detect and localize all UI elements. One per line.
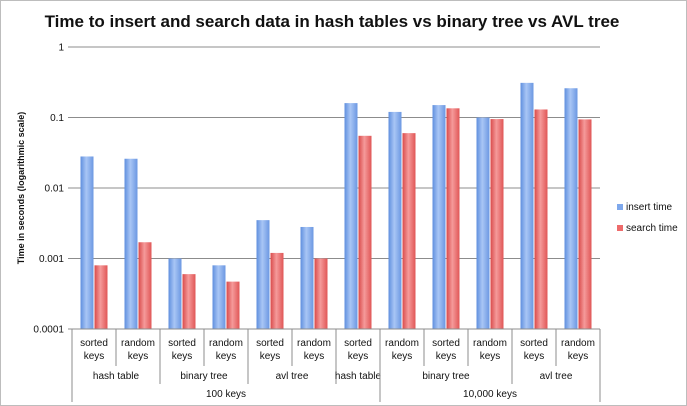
search-time-bar bbox=[402, 133, 416, 329]
category-label: keys bbox=[216, 351, 237, 362]
insert-time-bar bbox=[564, 88, 578, 329]
category-label: sorted bbox=[520, 338, 548, 349]
insert-time-bar bbox=[212, 265, 226, 329]
structure-group-label: binary tree bbox=[422, 371, 470, 382]
category-label: sorted bbox=[432, 338, 460, 349]
category-label: random bbox=[561, 338, 595, 349]
axis-layer: 0.0001 0.001 0.01 0.1 1 sorted keys random keys s… bbox=[33, 43, 601, 402]
category-label: keys bbox=[260, 351, 281, 362]
structure-group-label: binary tree bbox=[180, 371, 228, 382]
chart-title: Time to insert and search data in hash t… bbox=[45, 12, 620, 31]
category-label: keys bbox=[568, 351, 589, 362]
search-time-bar bbox=[182, 274, 196, 329]
y-tick-label: 1 bbox=[58, 43, 64, 54]
y-tick-label: 0.01 bbox=[45, 184, 65, 195]
y-tick-label: 0.001 bbox=[39, 254, 64, 265]
insert-time-bar bbox=[432, 105, 446, 329]
size-group-label: 100 keys bbox=[206, 389, 246, 400]
search-time-bar bbox=[534, 109, 548, 329]
category-label: sorted bbox=[344, 338, 372, 349]
category-label: keys bbox=[84, 351, 105, 362]
search-time-bar bbox=[358, 135, 372, 329]
insert-time-bar bbox=[300, 226, 314, 329]
category-label: keys bbox=[348, 351, 369, 362]
category-label: random bbox=[473, 338, 507, 349]
search-time-bar bbox=[270, 252, 284, 329]
legend-swatch-search bbox=[617, 225, 623, 231]
legend-swatch-insert bbox=[617, 204, 623, 210]
category-label: random bbox=[121, 338, 155, 349]
category-label: keys bbox=[480, 351, 501, 362]
search-time-bar bbox=[94, 265, 108, 329]
legend-label-search: search time bbox=[626, 223, 678, 234]
category-label: keys bbox=[172, 351, 193, 362]
insert-time-bar bbox=[80, 156, 94, 329]
structure-group-label: avl tree bbox=[540, 371, 573, 382]
search-time-bar bbox=[446, 108, 460, 330]
search-time-bar bbox=[138, 242, 152, 329]
search-time-bar bbox=[578, 119, 592, 329]
category-label: sorted bbox=[168, 338, 196, 349]
structure-group-label: hash table bbox=[335, 371, 382, 382]
bar-layer bbox=[80, 82, 592, 330]
insert-time-bar bbox=[520, 82, 534, 329]
legend-label-insert: insert time bbox=[626, 202, 673, 213]
category-label: keys bbox=[436, 351, 457, 362]
y-tick-label: 0.1 bbox=[50, 113, 64, 124]
insert-time-bar bbox=[168, 258, 182, 329]
size-group-label: 10,000 keys bbox=[463, 389, 517, 400]
category-label: sorted bbox=[256, 338, 284, 349]
structure-group-label: hash table bbox=[93, 371, 140, 382]
category-label: keys bbox=[524, 351, 545, 362]
category-label: random bbox=[209, 338, 243, 349]
insert-time-bar bbox=[388, 111, 402, 329]
category-label: sorted bbox=[80, 338, 108, 349]
category-label: random bbox=[297, 338, 331, 349]
category-label: random bbox=[385, 338, 419, 349]
search-time-bar bbox=[314, 258, 328, 329]
legend: insert time search time bbox=[617, 202, 678, 234]
category-label: keys bbox=[304, 351, 325, 362]
y-tick-label: 0.0001 bbox=[33, 325, 64, 336]
insert-time-bar bbox=[124, 158, 138, 329]
category-label: keys bbox=[392, 351, 413, 362]
search-time-bar bbox=[490, 119, 504, 329]
insert-time-bar bbox=[256, 220, 270, 329]
category-label: keys bbox=[128, 351, 149, 362]
insert-time-bar bbox=[476, 117, 490, 329]
grid-layer bbox=[72, 46, 600, 259]
insert-time-bar bbox=[344, 103, 358, 329]
structure-group-label: avl tree bbox=[276, 371, 309, 382]
y-axis-label: Time in seconds (logarithmic scale) bbox=[16, 112, 26, 264]
search-time-bar bbox=[226, 281, 240, 329]
